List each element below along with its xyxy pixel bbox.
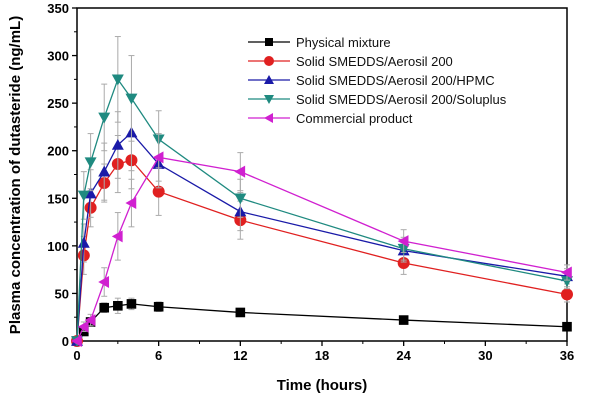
marker-triangle-left [561,266,572,279]
y-tick-label: 150 [47,191,69,206]
marker-circle [561,288,573,301]
marker-triangle-up [264,75,274,84]
marker-triangle-left [264,113,273,123]
marker-square [153,301,164,312]
y-tick-label: 0 [62,334,69,349]
marker-triangle-left [71,335,82,347]
legend-label: Solid SMEDDS/Aerosil 200/HPMC [296,73,495,88]
marker-triangle-left [84,314,96,327]
y-tick-label: 50 [55,286,69,301]
marker-square [235,307,246,318]
marker-triangle-down [561,276,573,288]
legend-label: Commercial product [296,111,413,126]
marker-triangle-left [125,197,137,210]
series-line [76,131,568,342]
series-line [76,159,568,342]
x-tick-label: 12 [233,348,247,363]
marker-triangle-left [77,320,89,333]
marker-triangle-left [152,151,164,164]
marker-triangle-down [84,157,97,169]
series-line [76,156,568,342]
plot-area [71,36,573,347]
series-3 [71,36,573,347]
y-tick-label: 350 [47,1,69,16]
marker-triangle-down [111,74,124,86]
marker-triangle-down [125,93,138,105]
marker-triangle-up [111,139,124,150]
series-1 [71,131,573,347]
axes: 0 6 12 18 24 30 36 0 50 100 150 200 250 300 350 [47,1,574,363]
series-4 [71,133,572,347]
series-line [76,303,568,342]
x-tick-label: 0 [73,348,80,363]
series-0 [72,297,572,346]
marker-square [398,315,409,325]
marker-triangle-down [77,190,90,202]
x-tick-label: 36 [560,348,574,363]
series-2 [71,94,573,346]
legend-label: Physical mixture [296,35,391,50]
y-tick-label: 100 [47,239,69,254]
marker-triangle-left [98,276,110,289]
marker-triangle-left [111,230,123,243]
marker-square [265,38,273,46]
marker-triangle-down [264,95,274,104]
marker-triangle-up [84,187,97,199]
legend-label: Solid SMEDDS/Aerosil 200 [296,54,453,69]
marker-triangle-left [397,235,409,248]
y-axis-label: Plasma concentration of dutasteride (ng/… [7,16,24,334]
marker-triangle-down [234,193,247,205]
y-tick-label: 200 [47,144,69,159]
series-line [76,77,568,342]
x-tick-label: 30 [478,348,492,363]
y-tick-label: 250 [47,96,69,111]
marker-square [99,302,110,313]
marker-square [113,300,123,311]
x-tick-label: 6 [155,348,162,363]
x-tick-label: 18 [315,348,329,363]
marker-triangle-down [98,112,111,124]
marker-triangle-left [234,165,246,178]
marker-triangle-up [77,237,90,248]
marker-square [562,321,572,332]
x-tick-label: 24 [396,348,411,363]
marker-circle [264,56,274,66]
marker-triangle-up [98,165,111,177]
legend-label: Solid SMEDDS/Aerosil 200/Soluplus [296,92,507,107]
y-tick-label: 300 [47,49,69,64]
x-axis-label: Time (hours) [277,377,368,394]
marker-square [126,299,137,309]
marker-circle [152,185,165,198]
legend: Physical mixture Solid SMEDDS/Aerosil 200… [248,35,507,126]
